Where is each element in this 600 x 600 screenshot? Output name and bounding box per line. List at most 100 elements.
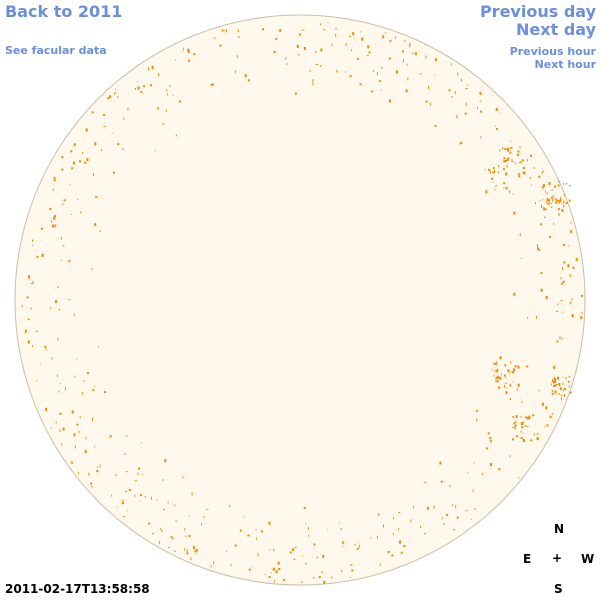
facula-spot <box>269 549 271 551</box>
facula-spot <box>571 298 573 301</box>
facula-spot <box>457 72 459 76</box>
facula-spot <box>35 330 38 332</box>
facula-spot <box>273 51 276 54</box>
facula-spot <box>109 95 112 99</box>
previous-hour-link[interactable]: Previous hour <box>509 45 596 58</box>
facula-spot <box>385 32 387 33</box>
facula-spot <box>169 85 171 88</box>
facula-spot <box>244 74 247 78</box>
facula-spot <box>388 99 391 103</box>
facula-spot <box>203 516 205 519</box>
facula-spot <box>498 468 501 471</box>
facula-spot <box>512 371 515 374</box>
facula-spot <box>499 112 501 114</box>
facula-spot <box>465 510 468 512</box>
facula-spot <box>59 412 62 415</box>
facula-spot <box>536 437 539 441</box>
facula-spot <box>504 148 507 150</box>
facula-spot <box>289 551 292 554</box>
back-to-year-link[interactable]: Back to 2011 <box>5 2 123 21</box>
facula-spot <box>568 376 571 378</box>
facula-spot <box>510 371 511 373</box>
facula-spot <box>293 558 296 560</box>
facula-spot <box>488 168 491 171</box>
facula-spot <box>79 160 81 163</box>
facula-spot <box>494 370 496 373</box>
facula-spot <box>525 425 527 428</box>
facula-spot <box>466 84 468 86</box>
facula-spot <box>510 146 513 149</box>
facula-spot <box>164 459 167 463</box>
facula-spot <box>268 576 271 578</box>
previous-day-link[interactable]: Previous day <box>479 2 596 21</box>
facula-spot <box>95 196 98 199</box>
facula-spot <box>398 528 400 531</box>
facula-spot <box>262 28 264 31</box>
facula-spot <box>568 385 570 388</box>
facula-spot <box>570 301 572 305</box>
facula-spot <box>36 255 39 258</box>
facula-spot <box>121 500 124 502</box>
facula-spot <box>516 388 518 391</box>
facula-spot <box>476 418 478 422</box>
facula-spot <box>188 59 190 62</box>
facula-spot <box>113 171 115 174</box>
facula-spot <box>361 37 364 41</box>
facula-spot <box>562 382 564 385</box>
facula-spot <box>162 508 165 510</box>
facula-spot <box>393 517 394 520</box>
facula-spot <box>561 282 564 285</box>
facula-spot <box>398 512 401 513</box>
facula-spot <box>53 177 56 180</box>
facula-spot <box>360 31 362 33</box>
facula-spot <box>559 199 562 201</box>
facula-spot <box>515 415 518 419</box>
facula-spot <box>41 253 44 257</box>
facula-spot <box>100 149 102 152</box>
facula-spot <box>546 424 549 427</box>
next-hour-link[interactable]: Next hour <box>534 58 597 71</box>
facula-spot <box>376 72 378 76</box>
facula-spot <box>56 286 59 288</box>
facula-spot <box>122 148 125 150</box>
facula-spot <box>382 35 385 39</box>
facula-spot <box>557 303 559 306</box>
facula-spot <box>509 455 511 458</box>
facula-spot <box>551 389 553 392</box>
facula-spot <box>526 365 529 368</box>
see-facular-data-link[interactable]: See facular data <box>5 44 107 57</box>
facula-spot <box>70 461 73 464</box>
facula-spot <box>55 300 57 304</box>
facula-spot <box>285 57 287 60</box>
facula-spot <box>559 387 562 391</box>
facula-spot <box>503 182 506 185</box>
facula-spot <box>434 74 436 76</box>
next-day-link[interactable]: Next day <box>516 20 596 39</box>
facula-spot <box>45 407 48 411</box>
facula-spot <box>552 195 554 197</box>
facula-spot <box>402 50 405 53</box>
facula-spot <box>62 203 64 206</box>
facula-spot <box>522 439 525 442</box>
facula-spot <box>379 563 381 566</box>
facula-spot <box>561 311 563 313</box>
facula-spot <box>238 36 240 38</box>
facula-spot <box>450 63 452 66</box>
facula-spot <box>309 69 311 72</box>
facula-spot <box>531 184 532 186</box>
facula-spot <box>580 316 583 320</box>
facula-spot <box>412 52 414 55</box>
facula-spot <box>144 495 146 498</box>
facula-spot <box>137 80 139 82</box>
facula-spot <box>568 245 569 247</box>
facula-spot <box>539 200 541 202</box>
facula-spot <box>327 22 329 24</box>
facula-spot <box>525 416 528 419</box>
facula-spot <box>533 167 536 169</box>
facula-spot <box>150 84 153 87</box>
facula-spot <box>257 553 259 557</box>
facula-spot <box>517 383 520 387</box>
facula-spot <box>335 34 337 37</box>
facula-spot <box>495 127 498 130</box>
facula-spot <box>85 128 88 132</box>
